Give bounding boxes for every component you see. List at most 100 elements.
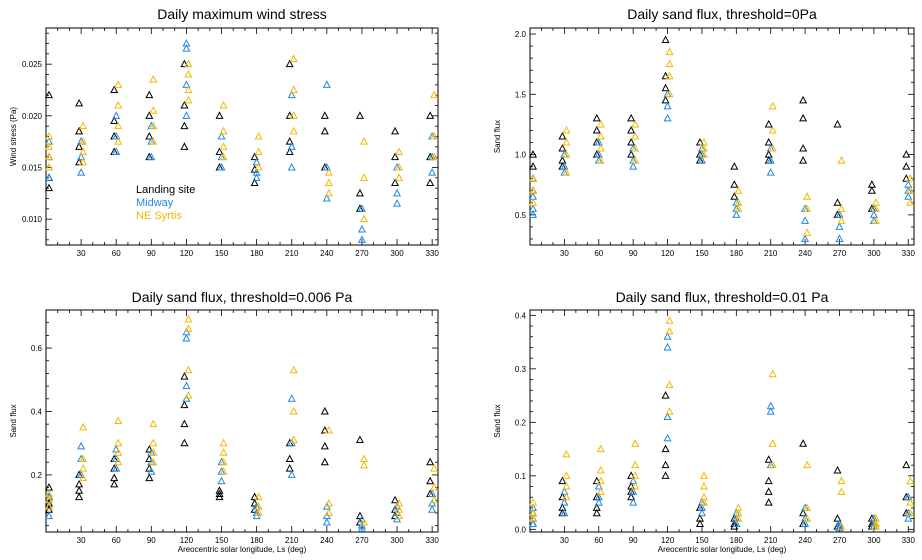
plot-frame [45, 27, 439, 246]
data-point [594, 137, 603, 146]
data-point [215, 492, 224, 501]
data-point [871, 519, 880, 527]
x-tick-label: 180 [250, 536, 264, 545]
data-point [145, 131, 154, 140]
data-point [768, 101, 777, 110]
data-point [562, 481, 571, 490]
data-point [184, 95, 193, 104]
x-tick-label: 60 [594, 249, 603, 258]
data-point [801, 519, 810, 527]
plot-panel-4: Daily sand flux, threshold=0.01 Pa 30 60 90… [493, 289, 915, 554]
data-point [219, 457, 228, 466]
data-point [902, 150, 911, 158]
data-point [835, 523, 844, 532]
data-point [732, 210, 741, 218]
data-point [631, 119, 640, 128]
data-point [182, 381, 191, 390]
data-point [426, 111, 435, 119]
data-point [730, 192, 739, 200]
series-midway [528, 89, 913, 242]
x-tick-label: 60 [112, 249, 121, 258]
data-point [906, 174, 915, 182]
data-point [661, 83, 670, 92]
data-point [627, 137, 636, 146]
data-point [665, 326, 674, 335]
data-point [663, 433, 672, 442]
data-point [79, 464, 88, 472]
data-point [219, 438, 228, 447]
data-point [426, 476, 435, 485]
data-point [562, 449, 571, 458]
data-point [182, 333, 191, 342]
x-tick-label: 150 [215, 536, 229, 545]
data-point [254, 508, 263, 516]
data-point [110, 85, 119, 93]
data-point [803, 503, 812, 511]
data-point [180, 372, 189, 380]
data-point [430, 464, 439, 472]
data-point [357, 224, 366, 233]
data-point [665, 316, 674, 324]
data-point [324, 178, 333, 186]
data-point [219, 467, 228, 475]
data-point [287, 162, 296, 171]
x-tick-label: 30 [560, 536, 569, 545]
data-point [627, 150, 636, 158]
data-point [560, 487, 569, 495]
data-point [661, 471, 670, 479]
data-point [320, 126, 329, 135]
data-point [395, 511, 404, 520]
data-point [803, 514, 812, 522]
data-point [322, 162, 331, 171]
series-ne-syrtis [44, 54, 439, 223]
data-point [250, 152, 259, 161]
data-point [285, 464, 294, 472]
x-tick-label: 270 [833, 536, 847, 545]
y-tick-label: 2.0 [515, 30, 527, 39]
data-point [596, 444, 605, 453]
data-point [627, 113, 636, 122]
data-point [562, 471, 571, 479]
data-point [79, 454, 88, 463]
data-point [184, 391, 193, 399]
data-point [837, 476, 846, 485]
data-point [833, 514, 842, 522]
data-point [215, 111, 224, 119]
x-tick-label: 60 [112, 536, 121, 545]
y-tick-label: 1.0 [515, 151, 527, 160]
data-point [596, 487, 605, 495]
data-point [699, 471, 708, 479]
data-point [902, 162, 911, 170]
plot-panel-3: Daily sand flux, threshold=0.006 Pa 30 60 9… [9, 289, 439, 554]
data-point [219, 448, 228, 456]
data-point [145, 473, 154, 482]
data-point [837, 487, 846, 495]
data-point [629, 498, 638, 506]
series-midway [44, 327, 437, 532]
data-point [631, 460, 640, 469]
data-point [799, 113, 808, 122]
x-tick-label: 60 [594, 536, 603, 545]
x-tick-label: 270 [355, 249, 369, 258]
data-point [391, 126, 400, 135]
data-point [663, 342, 672, 351]
x-tick-label: 270 [833, 249, 847, 258]
y-tick-label: 0.025 [22, 60, 43, 69]
series-ne-syrtis [528, 316, 915, 530]
x-axis-label: Areocentric solar longitude, Ls (deg) [178, 545, 307, 554]
series-landing-site [528, 35, 911, 218]
data-point [663, 113, 672, 122]
data-point [254, 492, 263, 501]
data-point [110, 116, 119, 124]
series-landing-site [528, 391, 911, 530]
data-point [215, 147, 224, 155]
data-point [287, 142, 296, 150]
data-point [904, 492, 913, 501]
data-point [79, 422, 88, 431]
data-point [219, 100, 228, 109]
data-point [766, 156, 775, 164]
data-point [803, 460, 812, 469]
data-point [801, 234, 810, 242]
data-point [663, 101, 672, 110]
data-point [835, 234, 844, 242]
